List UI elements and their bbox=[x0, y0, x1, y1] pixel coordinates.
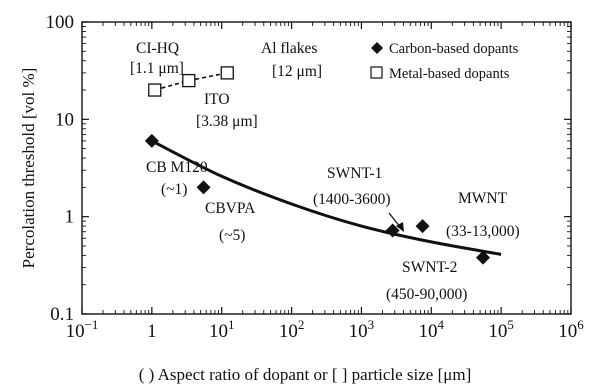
carbon-point bbox=[144, 133, 159, 148]
carbon-point bbox=[476, 250, 491, 265]
x-tick-label: 10−1 bbox=[66, 317, 99, 342]
carbon-point bbox=[385, 223, 400, 238]
x-tick-label: 102 bbox=[279, 317, 305, 342]
fit-curve bbox=[151, 139, 502, 256]
metal-point bbox=[148, 83, 162, 97]
legend-carbon-label: Carbon-based dopants bbox=[389, 41, 519, 57]
x-tick-label: 101 bbox=[209, 317, 235, 342]
swnt1-arrowhead bbox=[396, 222, 404, 232]
x-tick-label: 1 bbox=[147, 321, 157, 342]
y-tick-label: 0.1 bbox=[50, 304, 74, 325]
plot-frame bbox=[81, 21, 572, 315]
legend-carbon-marker bbox=[371, 42, 383, 54]
legend: Carbon-based dopants Metal-based dopants bbox=[370, 41, 519, 82]
x-tick-label: 105 bbox=[488, 317, 513, 342]
annotation-cbv-ratio: (~5) bbox=[219, 227, 245, 244]
annotation-cbv-name: CBVPA bbox=[205, 200, 256, 217]
x-tick-label: 104 bbox=[419, 317, 445, 342]
y-tick-labels: 0.1 1 10 100 bbox=[46, 12, 75, 325]
x-axis-label: ( ) Aspect ratio of dopant or [ ] partic… bbox=[139, 365, 471, 384]
annotation-ito-name: ITO bbox=[204, 91, 230, 108]
x-tick-label: 103 bbox=[349, 317, 375, 342]
annotation-cihq-size: [1.1 μm] bbox=[130, 60, 184, 77]
carbon-point bbox=[196, 180, 211, 195]
annotation-mwnt-ratio: (33-13,000) bbox=[446, 223, 520, 240]
annotation-ito-size: [3.38 μm] bbox=[196, 113, 258, 130]
annotation-swnt2-name: SWNT-2 bbox=[402, 259, 457, 276]
data-points bbox=[144, 66, 491, 265]
annotation-cbm-name: CB M120 bbox=[146, 159, 208, 176]
y-tick-label: 10 bbox=[55, 109, 74, 130]
annotation-mwnt-name: MWNT bbox=[458, 190, 508, 207]
annotation-cihq-name: CI-HQ bbox=[136, 40, 179, 57]
y-axis-label: Percolation threshold [vol %] bbox=[19, 68, 38, 269]
legend-metal-label: Metal-based dopants bbox=[389, 66, 510, 82]
metal-point bbox=[182, 73, 196, 88]
annotation-swnt2-ratio: (450-90,000) bbox=[386, 286, 467, 303]
metal-point bbox=[220, 66, 234, 80]
annotation-cbm-ratio: (~1) bbox=[161, 181, 187, 198]
y-tick-label: 1 bbox=[65, 207, 75, 228]
annotation-swnt1-name: SWNT-1 bbox=[327, 165, 382, 182]
annotation-swnt1-ratio: (1400-3600) bbox=[313, 191, 391, 208]
x-tick-label: 106 bbox=[558, 317, 584, 342]
annotation-al-size: [12 μm] bbox=[272, 63, 322, 80]
x-tick-labels: 10−1 1 101 102 103 104 105 106 bbox=[66, 317, 585, 342]
y-tick-label: 100 bbox=[46, 12, 75, 33]
carbon-point bbox=[415, 219, 430, 234]
annotation-al-name: Al flakes bbox=[261, 40, 317, 57]
legend-metal-marker bbox=[370, 66, 383, 79]
